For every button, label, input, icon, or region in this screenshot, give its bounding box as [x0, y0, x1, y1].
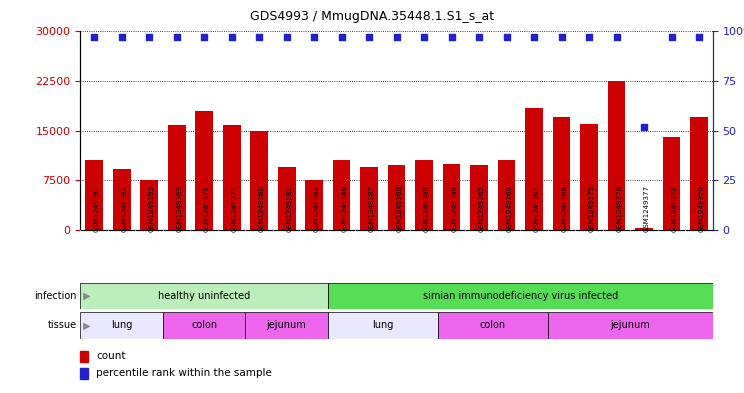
Point	[253, 34, 265, 40]
Bar	[580, 124, 598, 230]
Point	[308, 34, 320, 40]
Bar	[328, 312, 437, 339]
Bar	[305, 180, 323, 230]
Point	[556, 34, 568, 40]
Point	[528, 34, 540, 40]
Point	[583, 34, 595, 40]
Text: GSM1249382: GSM1249382	[314, 185, 320, 232]
Bar	[246, 312, 328, 339]
Point	[88, 34, 100, 40]
Bar	[548, 312, 713, 339]
Bar	[470, 165, 488, 230]
Bar	[663, 137, 681, 230]
Text: GSM1249393: GSM1249393	[149, 185, 155, 232]
Text: GSM1249377: GSM1249377	[644, 185, 650, 232]
Text: GSM1249386: GSM1249386	[341, 185, 347, 232]
Bar	[635, 228, 653, 230]
Text: colon: colon	[191, 320, 217, 331]
Bar	[388, 165, 405, 230]
Bar	[222, 125, 240, 230]
Point	[391, 34, 403, 40]
Bar	[80, 368, 88, 379]
Point	[418, 34, 430, 40]
Point	[115, 34, 127, 40]
Bar	[333, 160, 350, 230]
Bar	[80, 351, 88, 362]
Text: GSM1249369: GSM1249369	[176, 185, 182, 232]
Text: lung: lung	[111, 320, 132, 331]
Text: GSM1249379: GSM1249379	[699, 185, 705, 232]
Bar	[690, 118, 708, 230]
Text: GSM1249366: GSM1249366	[507, 185, 513, 232]
Point	[225, 34, 237, 40]
Point	[611, 34, 623, 40]
Text: GSM1249367: GSM1249367	[534, 185, 540, 232]
Point	[363, 34, 375, 40]
Point	[280, 34, 292, 40]
Text: healthy uninfected: healthy uninfected	[158, 291, 250, 301]
Bar	[498, 160, 516, 230]
Point	[501, 34, 513, 40]
Point	[336, 34, 347, 40]
Bar	[443, 164, 461, 230]
Text: GSM1249388: GSM1249388	[397, 185, 403, 232]
Text: simian immunodeficiency virus infected: simian immunodeficiency virus infected	[423, 291, 618, 301]
Text: GSM1249371: GSM1249371	[231, 185, 237, 232]
Point	[143, 34, 155, 40]
Text: GSM1249375: GSM1249375	[589, 185, 595, 232]
Point	[446, 34, 458, 40]
Text: jejunum: jejunum	[610, 320, 650, 331]
Bar	[525, 108, 543, 230]
Text: tissue: tissue	[48, 320, 77, 331]
Text: GSM1249392: GSM1249392	[121, 185, 127, 232]
Bar	[328, 283, 713, 309]
Point	[170, 34, 182, 40]
Text: GSM1249370: GSM1249370	[204, 185, 210, 232]
Bar	[140, 180, 158, 230]
Text: GSM1249365: GSM1249365	[479, 185, 485, 232]
Bar	[80, 283, 328, 309]
Text: percentile rank within the sample: percentile rank within the sample	[96, 369, 272, 378]
Text: GSM1249391: GSM1249391	[94, 185, 100, 232]
Bar	[167, 125, 185, 230]
Point	[473, 34, 485, 40]
Text: GSM1249387: GSM1249387	[369, 185, 375, 232]
Point	[638, 123, 650, 130]
Text: GSM1249378: GSM1249378	[672, 185, 678, 232]
Bar	[85, 160, 103, 230]
Text: lung: lung	[372, 320, 394, 331]
Bar	[415, 160, 433, 230]
Point	[666, 34, 678, 40]
Text: ▶: ▶	[80, 320, 90, 331]
Point	[198, 34, 210, 40]
Text: ▶: ▶	[80, 291, 90, 301]
Text: infection: infection	[34, 291, 77, 301]
Text: count: count	[96, 351, 126, 361]
Bar	[80, 312, 163, 339]
Bar	[195, 111, 213, 230]
Bar	[250, 130, 268, 230]
Text: colon: colon	[480, 320, 506, 331]
Text: GSM1249380: GSM1249380	[259, 185, 265, 232]
Bar	[278, 167, 295, 230]
Text: GSM1249376: GSM1249376	[617, 185, 623, 232]
Text: GSM1249390: GSM1249390	[452, 185, 458, 232]
Bar	[437, 312, 548, 339]
Text: GSM1249368: GSM1249368	[562, 185, 568, 232]
Bar	[360, 167, 378, 230]
Text: GSM1249381: GSM1249381	[286, 185, 292, 232]
Text: GSM1249389: GSM1249389	[424, 185, 430, 232]
Text: GDS4993 / MmugDNA.35448.1.S1_s_at: GDS4993 / MmugDNA.35448.1.S1_s_at	[250, 10, 494, 23]
Bar	[553, 118, 571, 230]
Bar	[163, 312, 246, 339]
Bar	[608, 81, 626, 230]
Bar	[112, 169, 130, 230]
Text: jejunum: jejunum	[266, 320, 307, 331]
Point	[693, 34, 705, 40]
